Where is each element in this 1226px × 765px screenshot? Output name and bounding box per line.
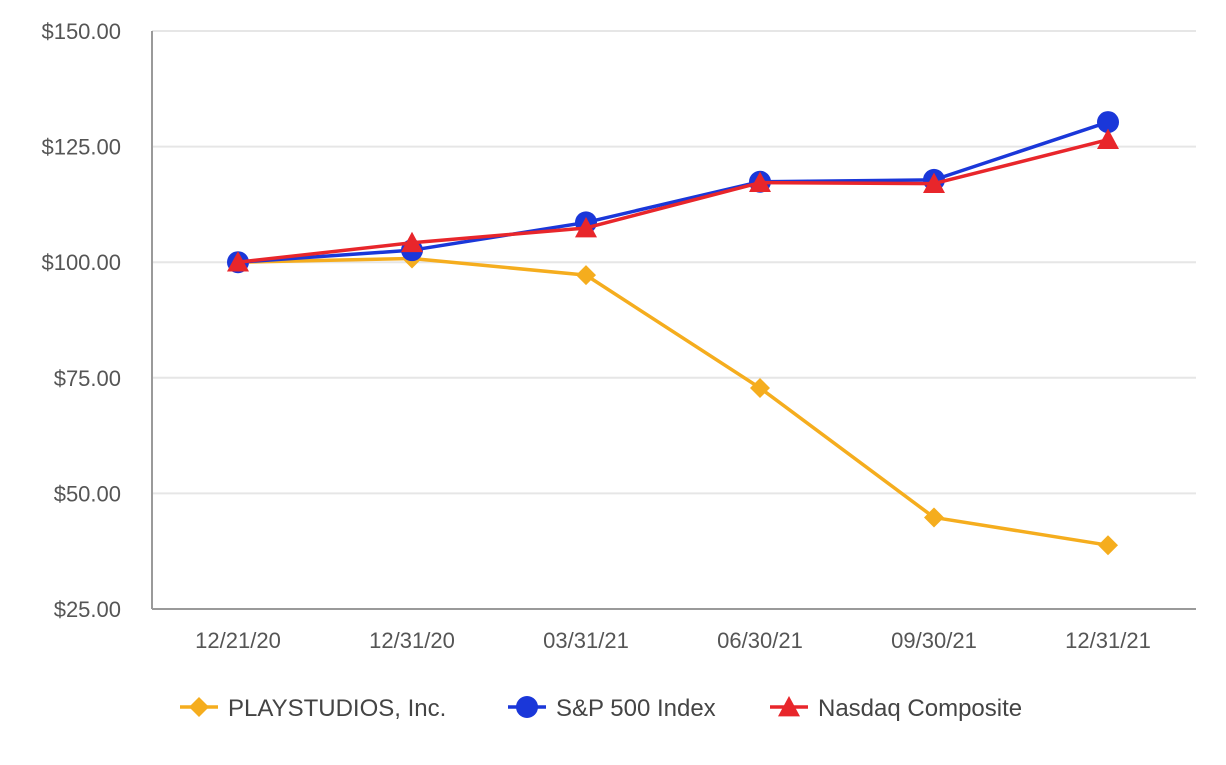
y-tick-label: $125.00 — [41, 135, 121, 160]
y-tick-label: $100.00 — [41, 250, 121, 275]
data-point-playstudios-inc — [1098, 535, 1118, 556]
series-line-playstudios-inc — [237, 256, 1109, 547]
legend-item-nasdaq-composite: Nasdaq Composite — [770, 695, 1022, 722]
grid-lines — [152, 30, 1196, 495]
axes — [151, 31, 1196, 610]
legend-swatch-marker — [516, 696, 538, 718]
x-tick-label: 12/31/21 — [1065, 628, 1151, 653]
x-tick-label: 09/30/21 — [891, 628, 977, 653]
data-point-nasdaq-composite — [749, 171, 771, 193]
series-nasdaq-composite — [227, 128, 1119, 272]
x-axis-tick-labels: 12/21/20 12/31/20 03/31/21 06/30/21 09/30/21… — [195, 628, 1151, 653]
y-axis-tick-labels: $25.00 $50.00 $75.00 $100.00 $125.00 $150.00 — [41, 19, 121, 622]
data-point-nasdaq-composite — [401, 231, 423, 253]
legend-item-playstudios-inc: PLAYSTUDIOS, Inc. — [180, 695, 446, 722]
series-line-s-p-500-index — [237, 120, 1109, 264]
x-tick-label: 12/31/20 — [369, 628, 455, 653]
data-point-playstudios-inc — [576, 265, 596, 286]
data-point-nasdaq-composite — [575, 216, 597, 238]
data-point-nasdaq-composite — [1097, 128, 1119, 150]
data-point-s-p-500-index — [1097, 111, 1119, 134]
legend-item-s-p-500-index: S&P 500 Index — [508, 695, 716, 722]
data-point-nasdaq-composite — [923, 172, 945, 193]
data-point-playstudios-inc — [750, 377, 770, 398]
x-tick-label: 06/30/21 — [717, 628, 803, 653]
y-tick-label: $50.00 — [54, 481, 121, 506]
y-tick-label: $150.00 — [41, 19, 121, 44]
y-tick-label: $25.00 — [54, 597, 121, 622]
x-tick-label: 12/21/20 — [195, 628, 281, 653]
series-playstudios-inc — [228, 248, 1118, 556]
series-group — [227, 111, 1119, 556]
legend-label: S&P 500 Index — [556, 695, 716, 722]
legend-label: Nasdaq Composite — [818, 695, 1022, 722]
x-tick-label: 03/31/21 — [543, 628, 629, 653]
data-point-nasdaq-composite — [227, 251, 249, 272]
data-point-playstudios-inc — [924, 507, 944, 528]
legend-swatch-marker — [778, 696, 800, 717]
legend-swatch-marker — [189, 697, 209, 717]
series-line-nasdaq-composite — [237, 137, 1109, 264]
legend-label: PLAYSTUDIOS, Inc. — [228, 695, 446, 722]
legend: PLAYSTUDIOS, Inc. S&P 500 Index Nasdaq Com… — [180, 695, 1022, 722]
y-tick-label: $75.00 — [54, 366, 121, 391]
